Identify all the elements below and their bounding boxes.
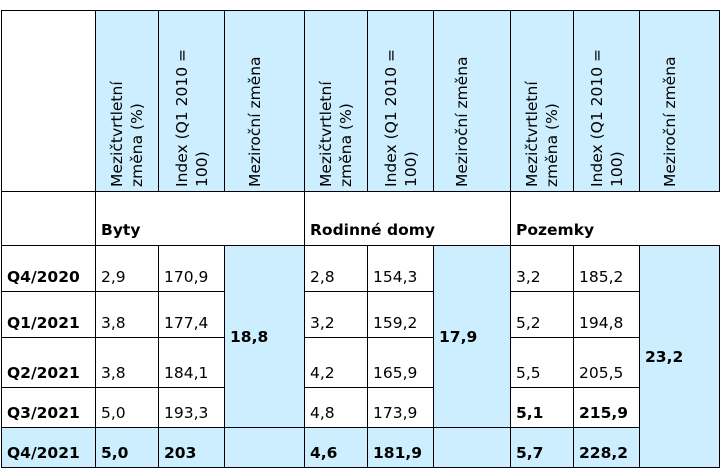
domy-index-cell: 154,3 <box>367 245 434 292</box>
corner-cell <box>1 10 96 192</box>
price-index-table: Mezičtvrtletní změna (%) Index (Q1 2010 … <box>1 10 720 468</box>
domy-yoy-empty <box>433 427 511 468</box>
section-pozemky: Pozemky <box>510 191 720 246</box>
quarter-label: Q4/2020 <box>1 245 96 292</box>
quarter-label: Q4/2021 <box>1 427 96 468</box>
pozemky-qoq-cell: 5,5 <box>510 337 574 388</box>
byty-index-cell: 170,9 <box>158 245 225 292</box>
table-row: Q4/2020 2,9 170,9 18,8 2,8 154,3 17,9 3,… <box>1 245 720 468</box>
section-domy: Rodinné domy <box>304 191 511 246</box>
domy-qoq-cell: 4,8 <box>304 387 368 428</box>
header-byty-index: Index (Q1 2010 = 100) <box>158 10 225 192</box>
pozemky-index-cell: 194,8 <box>573 291 640 338</box>
byty-yoy-cell: 18,8 <box>224 245 305 428</box>
header-pozemky-yoy: Meziroční změna <box>639 10 720 192</box>
byty-index-cell: 177,4 <box>158 291 225 338</box>
pozemky-index-cell: 185,2 <box>573 245 640 292</box>
byty-qoq-cell: 2,9 <box>95 245 159 292</box>
header-domy-qoq: Mezičtvrtletní změna (%) <box>304 10 368 192</box>
domy-index-cell: 165,9 <box>367 337 434 388</box>
domy-index-cell: 173,9 <box>367 387 434 428</box>
pozemky-index-cell: 228,2 <box>573 427 640 468</box>
byty-qoq-cell: 3,8 <box>95 291 159 338</box>
header-byty-qoq: Mezičtvrtletní změna (%) <box>95 10 159 192</box>
pozemky-qoq-cell: 5,2 <box>510 291 574 338</box>
header-pozemky-qoq: Mezičtvrtletní změna (%) <box>510 10 574 192</box>
pozemky-qoq-cell: 5,1 <box>510 387 574 428</box>
domy-index-cell: 159,2 <box>367 291 434 338</box>
section-byty-fill <box>158 191 225 246</box>
domy-qoq-cell: 3,2 <box>304 291 368 338</box>
byty-qoq-cell: 3,8 <box>95 337 159 388</box>
byty-index-cell: 193,3 <box>158 387 225 428</box>
byty-index-cell: 184,1 <box>158 337 225 388</box>
domy-qoq-cell: 2,8 <box>304 245 368 292</box>
header-pozemky-index: Index (Q1 2010 = 100) <box>573 10 640 192</box>
section-row: Byty Rodinné domy Pozemky <box>1 191 720 246</box>
domy-yoy-cell: 17,9 <box>433 245 511 428</box>
section-corner <box>1 191 96 246</box>
table-row: Q1/2021 3,8 177,4 3,2 159,2 5,2 194,8 <box>1 291 720 338</box>
domy-qoq-cell: 4,2 <box>304 337 368 388</box>
table-row: Q3/2021 5,0 193,3 4,8 173,9 5,1 215,9 <box>1 387 720 428</box>
table-row: Q2/2021 3,8 184,1 4,2 165,9 5,5 205,5 <box>1 337 720 388</box>
byty-qoq-cell: 5,0 <box>95 427 159 468</box>
header-byty-yoy: Meziroční změna <box>224 10 305 192</box>
pozemky-yoy-cell: 23,2 <box>639 245 720 468</box>
byty-yoy-empty <box>224 427 305 468</box>
domy-index-cell: 181,9 <box>367 427 434 468</box>
pozemky-index-cell: 215,9 <box>573 387 640 428</box>
section-byty-fill2 <box>224 191 305 246</box>
domy-qoq-cell: 4,6 <box>304 427 368 468</box>
pozemky-qoq-cell: 3,2 <box>510 245 574 292</box>
pozemky-qoq-cell: 5,7 <box>510 427 574 468</box>
byty-qoq-cell: 5,0 <box>95 387 159 428</box>
section-byty: Byty <box>95 191 159 246</box>
byty-index-cell: 203 <box>158 427 225 468</box>
header-domy-index: Index (Q1 2010 = 100) <box>367 10 434 192</box>
quarter-label: Q3/2021 <box>1 387 96 428</box>
quarter-label: Q1/2021 <box>1 291 96 338</box>
quarter-label: Q2/2021 <box>1 337 96 388</box>
pozemky-index-cell: 205,5 <box>573 337 640 388</box>
header-domy-yoy: Meziroční změna <box>433 10 511 192</box>
table-row-highlight: Q4/2021 5,0 203 4,6 181,9 5,7 228,2 <box>1 427 720 468</box>
header-row: Mezičtvrtletní změna (%) Index (Q1 2010 … <box>1 10 720 192</box>
